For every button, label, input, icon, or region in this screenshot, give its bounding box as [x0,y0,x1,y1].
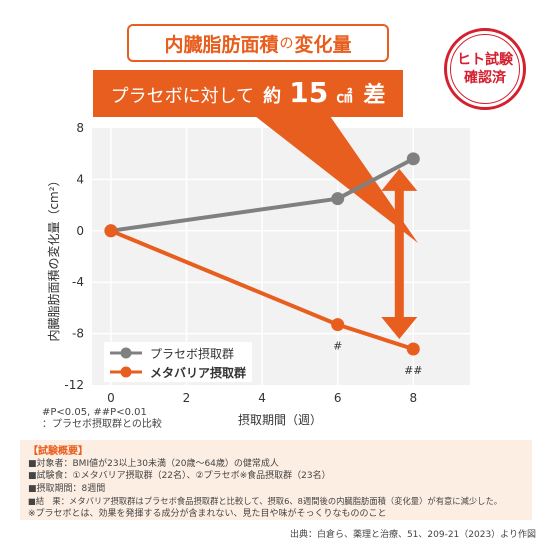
callout-banner [93,70,403,117]
significance-mark: # [333,340,342,353]
y-tick-label: -4 [72,275,84,289]
summary-line: ■結 果：メタバリア摂取群はプラセボ食品摂取群と比較して、摂取6、8週間後の内臓… [28,496,503,507]
legend-marker-metabarrier [110,366,142,378]
x-tick-label: 8 [409,391,417,405]
y-tick-label: -8 [72,327,84,341]
legend-marker-placebo [110,347,142,359]
difference-arrow [381,168,418,340]
data-point-0 [406,152,420,166]
significance-notes: #P<0.05, ##P<0.01 ：プラセボ摂取群との比較 [42,407,162,431]
y-tick-labels: 8 4 0 -4 -8 -12 [64,121,84,392]
study-summary-box: 【試験概要】 ■対象者：BMI値が23以上30未満（20歳〜64歳）の健常成人 … [20,440,532,520]
y-tick-label: 8 [76,121,84,135]
summary-title: 【試験概要】 [28,446,88,457]
badge-line-1: ヒト試験 [457,52,513,68]
y-tick-label: -12 [64,378,84,392]
callout-suffix: 差 [363,82,385,108]
badge-inner-ring [450,34,520,104]
x-tick-label: 2 [183,391,191,405]
callout-pointer [255,116,418,243]
significance-note-1: #P<0.05, ##P<0.01 [42,407,147,418]
chart-title-no: の [279,36,294,52]
chart-title-rest: 変化量 [294,33,352,56]
legend: プラセボ摂取群 メタバリア摂取群 [104,342,252,382]
human-trial-badge: ヒト試験 確認済 [444,28,526,110]
x-tick-label: 4 [258,391,266,405]
legend-item-metabarrier: メタバリア摂取群 [108,364,246,380]
summary-line: ■摂取期間：8週間 [28,483,106,494]
legend-label-metabarrier: メタバリア摂取群 [150,365,247,380]
summary-line: ■対象者：BMI値が23以上30未満（20歳〜64歳）の健常成人 [28,459,279,469]
data-point-1 [406,342,420,356]
data-point-1 [331,318,345,332]
callout-text: プラセボに対して 約 15 ㎠ 差 [111,76,386,109]
data-point-0 [331,192,345,206]
data-point-1 [104,224,118,238]
callout-approx: 約 [263,85,281,107]
x-tick-labels: 0 2 4 6 8 [107,391,417,405]
source-citation: 出典：白倉ら、薬理と治療、51、209-21（2023）より作図 [289,530,536,540]
badge-line-2: 確認済 [464,70,506,86]
callout-value: 15 [289,76,328,109]
x-tick-label: 0 [107,391,115,405]
callout-unit: ㎠ [336,87,352,106]
chart-title-main: 内臓脂肪面積 [164,33,279,56]
legend-item-placebo: プラセボ摂取群 [108,345,234,361]
y-tick-label: 0 [76,224,84,238]
callout-prefix: プラセボに対して [111,86,254,107]
series-points [104,152,420,356]
arrow-head-up [381,168,418,191]
significance-note-2: ：プラセボ摂取群との比較 [42,419,162,430]
arrow-shaft [394,189,404,319]
significance-mark: ## [404,364,422,377]
significance-annotations: ### [333,340,422,377]
x-axis-label: 摂取期間（週） [238,412,322,427]
summary-line: ■試験食：①メタバリア摂取群（22名）、②プラセボ※食品摂取群（23名） [28,471,331,482]
y-axis-label: 内臓脂肪面積の変化量（cm²） [46,174,61,341]
chart-title-box: 内臓脂肪面積 の 変化量 [127,24,389,62]
legend-label-placebo: プラセボ摂取群 [150,346,235,361]
y-tick-label: 4 [76,172,84,186]
x-tick-label: 6 [334,391,342,405]
arrow-head-down [381,317,418,340]
summary-line: ※プラセボとは、効果を発揮する成分が含まれない、見た目や味がそっくりなもののこと [28,508,387,519]
